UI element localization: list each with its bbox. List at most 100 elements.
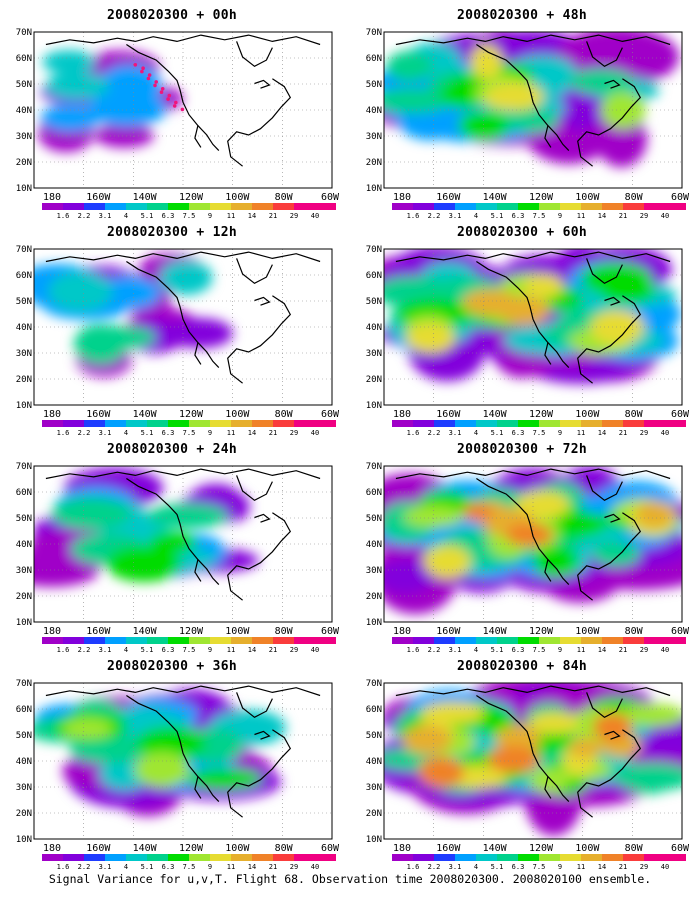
colorbar-swatch — [581, 637, 602, 644]
colorbar-swatch — [581, 203, 602, 210]
lat-tick-label: 40N — [366, 540, 382, 550]
colorbar-label: 6.3 — [162, 429, 175, 437]
colorbar-label: 11 — [577, 429, 585, 437]
colorbar-label: 14 — [248, 863, 256, 871]
lon-tick-label: 120W — [179, 626, 204, 637]
lon-tick-label: 180 — [43, 843, 61, 854]
lat-tick-label: 30N — [366, 349, 382, 359]
colorbar-swatch — [84, 854, 105, 861]
colorbar-swatch — [665, 203, 686, 210]
colorbar-swatch — [42, 854, 63, 861]
colorbar-swatch — [63, 203, 84, 210]
colorbar-swatch — [294, 854, 315, 861]
lat-tick-label: 60N — [16, 54, 32, 64]
colorbar-swatch — [497, 854, 518, 861]
colorbar-swatch — [413, 637, 434, 644]
colorbar-label: 11 — [577, 212, 585, 220]
colorbar-label: 5.1 — [491, 429, 504, 437]
lon-tick-label: 120W — [529, 843, 554, 854]
lon-tick-label: 60W — [671, 626, 690, 637]
colorbar-swatch — [63, 854, 84, 861]
colorbar-label: 11 — [227, 646, 235, 654]
colorbar-swatch — [252, 203, 273, 210]
colorbar-label: 2.2 — [78, 212, 91, 220]
lon-tick-label: 160W — [86, 626, 111, 637]
colorbar-label: 4 — [474, 212, 478, 220]
colorbar-label: 29 — [290, 212, 298, 220]
colorbar-label: 6.3 — [162, 212, 175, 220]
lat-tick-label: 70N — [366, 679, 382, 689]
lon-tick-label: 80W — [625, 843, 644, 854]
colorbar-label: 14 — [248, 212, 256, 220]
colorbar-swatch — [644, 854, 665, 861]
lat-tick-label: 60N — [16, 488, 32, 498]
colorbar-label: 1.6 — [407, 212, 420, 220]
colorbar-swatch — [602, 637, 623, 644]
colorbar-label: 3.1 — [99, 212, 112, 220]
colorbar-swatch — [560, 203, 581, 210]
colorbar-label: 29 — [290, 863, 298, 871]
colorbar-label: 11 — [577, 863, 585, 871]
lat-tick-label: 10N — [366, 618, 382, 628]
colorbar-swatch — [42, 203, 63, 210]
coastlines — [45, 251, 321, 384]
colorbar-swatch — [294, 203, 315, 210]
variance-map: 70N 60N 50N 40N 30N 20N 10N 180 160W 140W 120W 100W… — [16, 462, 340, 654]
lon-tick-label: 180 — [43, 192, 61, 203]
panel-title: 2008020300 + 72h — [456, 442, 588, 457]
colorbar-swatch — [413, 854, 434, 861]
colorbar-label: 21 — [619, 212, 627, 220]
lon-tick-label: 100W — [225, 626, 250, 637]
lat-tick-label: 10N — [16, 618, 32, 628]
lon-tick-label: 160W — [436, 192, 461, 203]
lat-tick-label: 20N — [16, 158, 32, 168]
colorbar-swatch — [147, 420, 168, 427]
coastlines — [395, 468, 671, 601]
lat-tick-label: 30N — [366, 783, 382, 793]
colorbar-swatch — [434, 420, 455, 427]
lat-tick-label: 40N — [16, 323, 32, 333]
lon-tick-label: 60W — [321, 626, 340, 637]
colorbar-label: 9 — [208, 646, 212, 654]
lon-tick-label: 140W — [133, 843, 158, 854]
colorbar-label: 40 — [311, 429, 319, 437]
colorbar-swatch — [413, 203, 434, 210]
variance-map: 70N 60N 50N 40N 30N 20N 10N 180 160W 140W 120W 100W… — [366, 28, 690, 220]
colorbar-swatch — [273, 637, 294, 644]
colorbar-label: 6.3 — [512, 212, 525, 220]
lat-tick-label: 60N — [366, 54, 382, 64]
lat-tick-label: 70N — [366, 28, 382, 38]
colorbar-label: 7.5 — [533, 429, 546, 437]
lon-tick-label: 60W — [321, 409, 340, 420]
lon-tick-label: 60W — [321, 843, 340, 854]
colorbar-label: 9 — [558, 646, 562, 654]
colorbar-swatch — [455, 420, 476, 427]
lon-tick-label: 180 — [393, 409, 411, 420]
colorbar-label: 29 — [290, 646, 298, 654]
colorbar-swatch — [392, 203, 413, 210]
lon-tick-label: 180 — [393, 626, 411, 637]
colorbar-swatch — [231, 203, 252, 210]
colorbar-label: 5.1 — [491, 863, 504, 871]
colorbar-label: 40 — [661, 212, 669, 220]
colorbar-label: 2.2 — [428, 212, 441, 220]
lat-tick-label: 20N — [366, 375, 382, 385]
colorbar-label: 3.1 — [449, 863, 462, 871]
lon-tick-label: 100W — [575, 192, 600, 203]
colorbar-label: 4 — [474, 646, 478, 654]
colorbar-swatch — [315, 203, 336, 210]
colorbar-label: 4 — [474, 429, 478, 437]
colorbar-swatch — [105, 854, 126, 861]
colorbar-label: 2.2 — [428, 646, 441, 654]
lat-tick-label: 30N — [16, 783, 32, 793]
colorbar-swatch — [189, 854, 210, 861]
lat-tick-label: 60N — [366, 705, 382, 715]
colorbar-swatch — [42, 420, 63, 427]
colorbar-swatch — [126, 203, 147, 210]
panel-title: 2008020300 + 12h — [106, 225, 238, 240]
colorbar-label: 4 — [474, 863, 478, 871]
colorbar-swatch — [315, 854, 336, 861]
lon-tick-label: 160W — [86, 843, 111, 854]
colorbar-swatch — [497, 203, 518, 210]
colorbar-label: 7.5 — [183, 429, 196, 437]
